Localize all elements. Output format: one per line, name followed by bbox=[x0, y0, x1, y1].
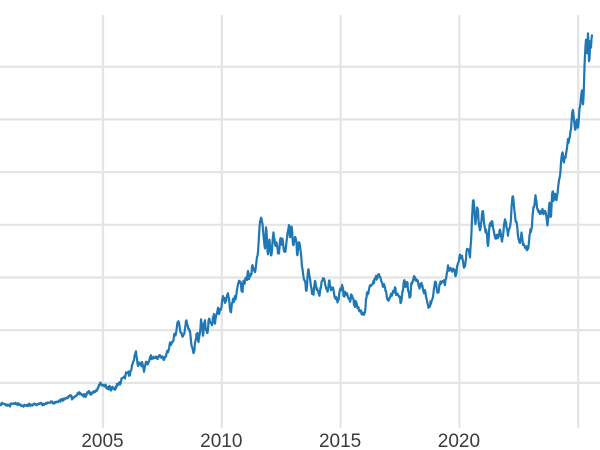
svg-text:2015: 2015 bbox=[319, 431, 361, 450]
svg-text:2005: 2005 bbox=[81, 431, 123, 450]
svg-text:2010: 2010 bbox=[200, 431, 242, 450]
svg-text:2020: 2020 bbox=[438, 431, 480, 450]
